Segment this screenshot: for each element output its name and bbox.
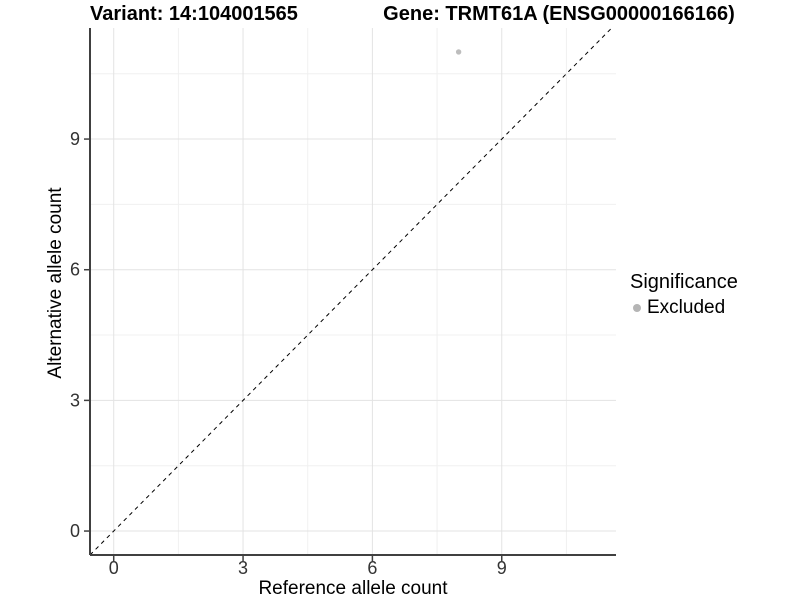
x-tick-label: 9 — [497, 558, 507, 578]
variant-title: Variant: 14:104001565 — [90, 3, 298, 25]
x-tick-label: 0 — [109, 558, 119, 578]
x-tick-label: 3 — [238, 558, 248, 578]
legend: Significance Excluded — [630, 271, 738, 319]
x-axis-title: Reference allele count — [258, 578, 448, 599]
excluded-point-icon — [633, 304, 641, 312]
identity-reference-line — [89, 27, 613, 556]
y-tick-label: 3 — [70, 390, 80, 410]
y-axis-title: Alternative allele count — [45, 187, 66, 379]
x-tick-label: 6 — [367, 558, 377, 578]
y-tick-label: 9 — [70, 129, 80, 149]
legend-item-label: Excluded — [647, 297, 726, 318]
y-tick-label: 6 — [70, 260, 80, 280]
y-tick-label: 0 — [70, 521, 80, 541]
legend-item-excluded: Excluded — [633, 297, 738, 319]
legend-title: Significance — [630, 271, 738, 293]
gene-title: Gene: TRMT61A (ENSG00000166166) — [383, 3, 735, 25]
data-point[interactable] — [455, 49, 462, 55]
